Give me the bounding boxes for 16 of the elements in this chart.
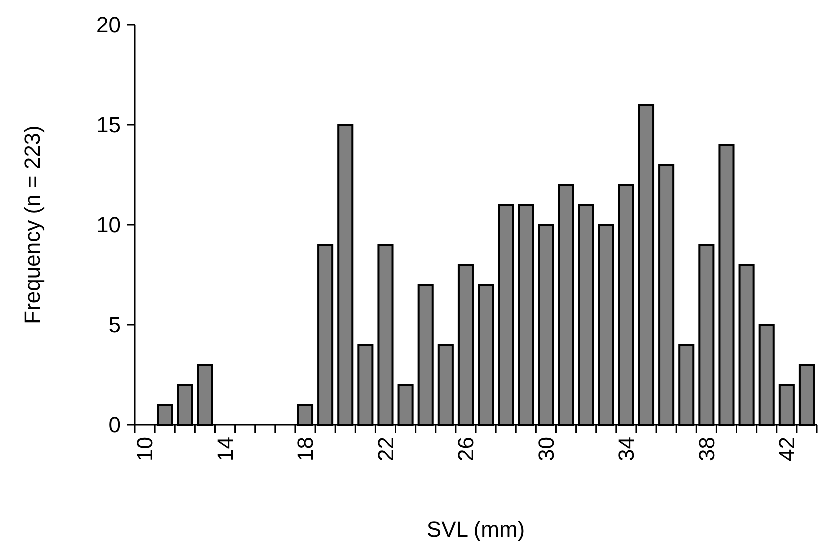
x-tick-label: 34 [614,437,640,462]
y-tick-label: 10 [96,212,121,238]
x-axis-title: SVL (mm) [426,517,526,542]
x-tick-label: 18 [293,437,318,462]
x-tick-label: 22 [373,437,398,462]
x-tick-label: 38 [694,437,720,462]
x-tick-label: 26 [454,437,479,462]
y-tick-label: 15 [96,112,121,138]
x-tick-label: 30 [534,437,559,462]
y-tick-label: 20 [96,12,121,38]
y-axis-title: Frequency (n = 223) [20,126,45,324]
y-tick-label: 0 [108,412,121,438]
x-tick-label: 14 [212,437,238,462]
x-tick-label: 42 [774,437,800,462]
y-tick-label: 5 [108,312,121,338]
x-tick-label: 10 [132,437,158,462]
